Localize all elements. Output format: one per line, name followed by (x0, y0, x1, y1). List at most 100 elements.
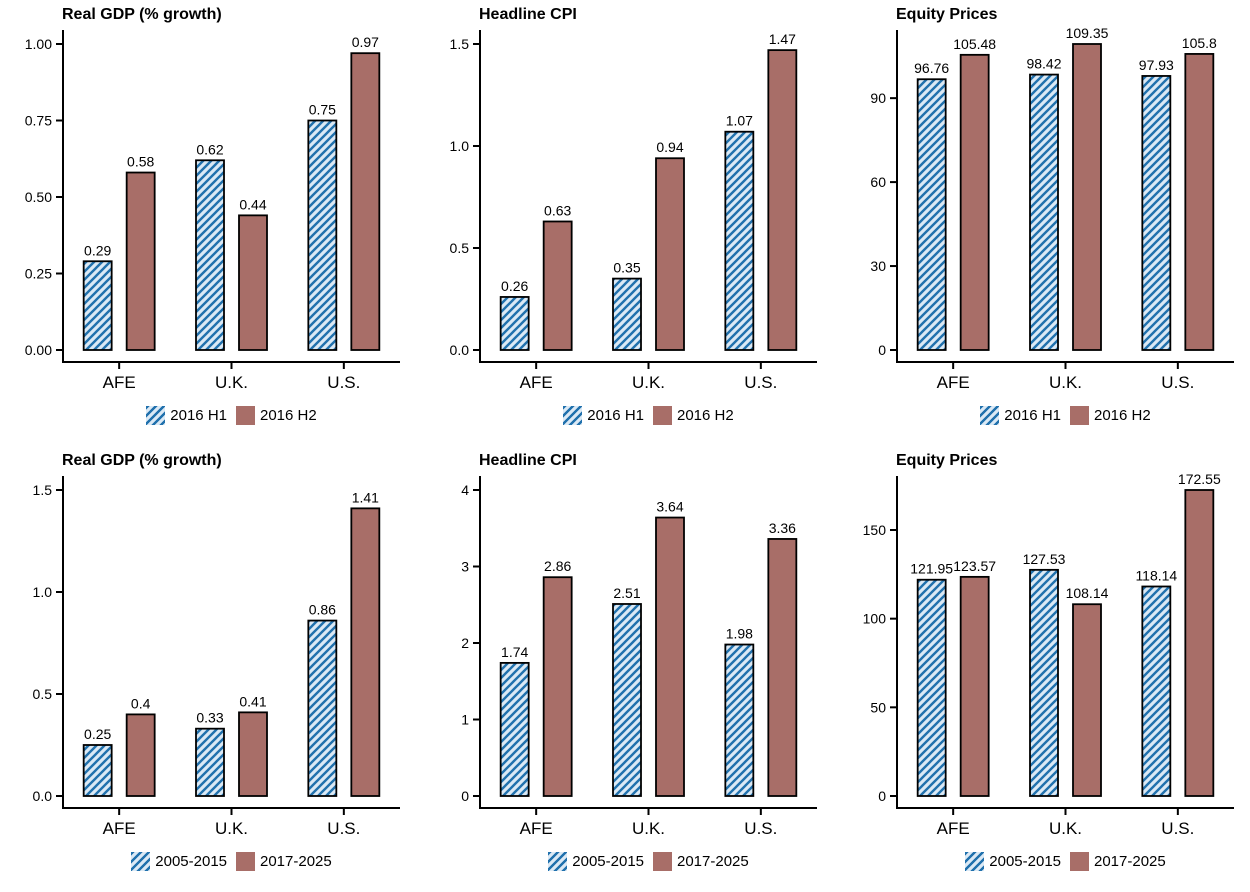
legend-entry: 2017-2025 (1070, 852, 1166, 871)
bar-2016-H2-US (1184, 53, 1215, 351)
legend-entry: 2016 H2 (1070, 406, 1151, 425)
y-tick-label: 0 (461, 788, 469, 804)
bar-value-label: 1.74 (501, 644, 528, 660)
y-tick-label: 60 (870, 174, 886, 190)
bar-value-label: 98.42 (1026, 56, 1061, 72)
y-tick-label: 0 (878, 342, 886, 358)
y-tick-label: 1.00 (25, 36, 52, 52)
legend-entry: 2016 H1 (980, 406, 1061, 425)
legend: 2016 H1 2016 H2 (480, 406, 817, 425)
bar-2017-2025-US (767, 538, 798, 797)
bar-2016-H1-UK (195, 159, 225, 351)
bar-2017-2025-UK (655, 516, 685, 797)
legend-swatch-hatched (131, 852, 151, 871)
x-category-label: AFE (520, 373, 553, 392)
legend-label: 2016 H2 (677, 407, 734, 424)
bar-2016-H2-AFE (959, 53, 990, 351)
axis-line (62, 30, 400, 363)
chart-title: Equity Prices (896, 452, 998, 469)
y-tick-label: 3 (461, 559, 469, 575)
x-category-label: U.K. (215, 373, 248, 392)
y-tick-label: 0.25 (25, 266, 52, 282)
x-category-label: U.K. (1049, 819, 1082, 838)
x-category-label: U.S. (327, 373, 360, 392)
bar-2005-2015-US (724, 643, 755, 797)
bar-value-label: 0.97 (352, 34, 379, 50)
x-category-label: AFE (937, 373, 970, 392)
bar-2016-H1-AFE (499, 296, 530, 351)
bar-value-label: 121.95 (910, 561, 953, 577)
legend: 2016 H1 2016 H2 (897, 406, 1234, 425)
bar-value-label: 0.58 (127, 154, 154, 170)
bar-value-label: 123.57 (953, 558, 996, 574)
x-category-label: U.S. (744, 373, 777, 392)
bar-plot-headline-cpi-2016: 0.0 0.5 1.0 1.5 AFE 0.26 0.63 U.K. 0.35 0.94 U.S. 1… (450, 30, 817, 392)
x-category-label: AFE (103, 373, 136, 392)
bar-value-label: 109.35 (1066, 25, 1109, 41)
bar-value-label: 97.93 (1139, 57, 1174, 73)
bar-value-label: 0.35 (613, 260, 640, 276)
y-tick-label: 1.0 (450, 138, 470, 154)
bar-value-label: 0.29 (84, 242, 111, 258)
bar-value-label: 105.48 (953, 36, 996, 52)
bar-plot-real-gdp-2016: 0.00 0.25 0.50 0.75 1.00 AFE 0.29 0.58 U.K. 0.62 0… (25, 30, 400, 392)
x-category-label: U.S. (744, 819, 777, 838)
legend-label: 2005-2015 (989, 853, 1061, 870)
x-category-label: U.K. (632, 819, 665, 838)
bar-2005-2015-US (307, 619, 338, 797)
bar-2016-H1-AFE (916, 78, 947, 351)
bar-value-label: 3.36 (769, 520, 796, 536)
x-category-label: U.S. (1161, 819, 1194, 838)
bar-value-label: 1.41 (352, 489, 379, 505)
bar-2016-H2-UK (1072, 43, 1102, 351)
y-tick-label: 0.75 (25, 113, 52, 129)
bar-2016-H1-AFE (82, 260, 113, 351)
chart-title: Headline CPI (479, 6, 577, 23)
bar-2016-H2-US (350, 52, 381, 351)
chart-real-gdp-decades: Real GDP (% growth) 0.0 0.5 1.0 1.5 AFE 0.25 0… (0, 446, 417, 892)
y-tick-label: 0 (878, 788, 886, 804)
bar-value-label: 96.76 (914, 60, 949, 76)
bar-2016-H1-US (1141, 75, 1172, 351)
legend-label: 2016 H2 (1094, 407, 1151, 424)
chart-equity-prices-decades: Equity Prices 0 50 100 150 AFE 121.95 123.57 U.… (834, 446, 1250, 892)
chart-title: Real GDP (% growth) (62, 6, 222, 23)
bar-2005-2015-UK (195, 727, 225, 797)
bar-value-label: 108.14 (1066, 585, 1109, 601)
axis-line (896, 476, 1234, 809)
axis-line (479, 476, 817, 809)
legend-swatch-hatched (146, 406, 166, 425)
bar-value-label: 1.98 (726, 626, 753, 642)
y-tick-label: 0.0 (450, 342, 470, 358)
y-tick-label: 0.0 (33, 788, 53, 804)
bar-value-label: 105.8 (1182, 35, 1217, 51)
bar-2017-2025-AFE (542, 576, 573, 797)
legend: 2005-2015 2017-2025 (897, 852, 1234, 871)
y-tick-label: 1 (461, 712, 469, 728)
legend: 2005-2015 2017-2025 (480, 852, 817, 871)
legend-entry: 2016 H2 (653, 406, 734, 425)
bar-2005-2015-AFE (499, 661, 530, 797)
bar-value-label: 2.86 (544, 558, 571, 574)
legend-label: 2017-2025 (260, 853, 332, 870)
bar-value-label: 172.55 (1178, 471, 1221, 487)
bar-value-label: 3.64 (656, 499, 683, 515)
y-tick-label: 0.5 (33, 686, 53, 702)
bar-2016-H2-UK (655, 157, 685, 351)
legend-swatch-solid (1070, 852, 1089, 871)
bar-2005-2015-UK (1029, 568, 1059, 797)
legend-label: 2017-2025 (1094, 853, 1166, 870)
y-tick-label: 4 (461, 482, 469, 498)
bar-value-label: 0.41 (239, 693, 266, 709)
legend-swatch-solid (236, 406, 255, 425)
bar-plot-equity-prices-decades: 0 50 100 150 AFE 121.95 123.57 U.K. 127.53 108.14… (863, 471, 1234, 838)
legend-swatch-hatched (563, 406, 583, 425)
y-tick-label: 1.5 (450, 36, 470, 52)
legend-label: 2005-2015 (572, 853, 644, 870)
x-category-label: U.K. (215, 819, 248, 838)
x-category-label: U.S. (327, 819, 360, 838)
bar-value-label: 1.07 (726, 113, 753, 129)
legend-swatch-solid (236, 852, 255, 871)
y-tick-label: 1.0 (33, 584, 53, 600)
